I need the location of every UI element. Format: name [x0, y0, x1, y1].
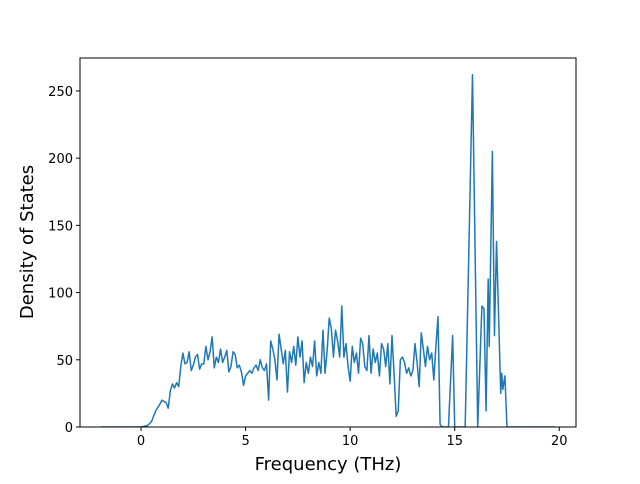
y-axis-label: Density of States	[17, 165, 38, 319]
y-tick-label: 0	[65, 421, 73, 436]
y-tick-label: 150	[48, 219, 73, 234]
x-tick-label: 15	[446, 434, 463, 449]
y-tick-label: 250	[48, 85, 73, 100]
line	[101, 74, 556, 427]
plot-frame	[79, 57, 577, 428]
x-tick-label: 10	[342, 434, 359, 449]
y-tick-label: 200	[48, 152, 73, 167]
x-tick-label: 0	[137, 434, 145, 449]
x-tick-label: 20	[551, 434, 568, 449]
y-tick-label: 50	[56, 354, 73, 369]
x-axis-label: Frequency (THz)	[255, 454, 402, 475]
x-tick-label: 5	[241, 434, 249, 449]
y-tick-label: 100	[48, 287, 73, 302]
